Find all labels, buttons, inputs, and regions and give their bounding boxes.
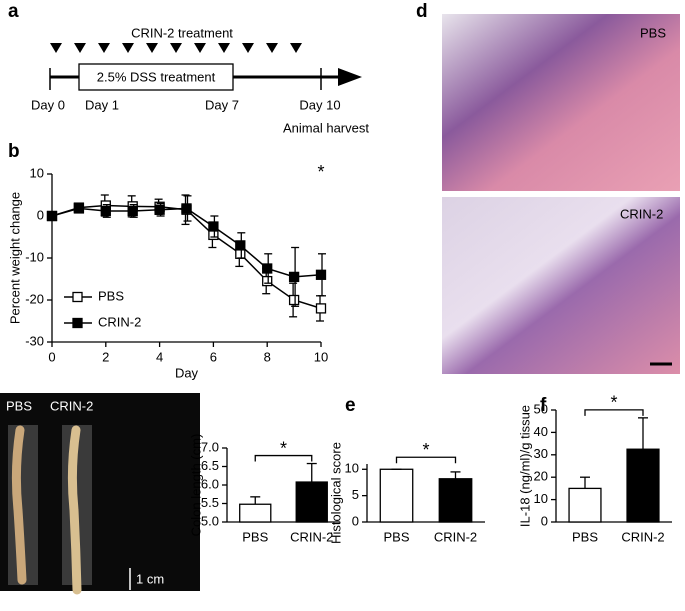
y-tick-label: 10 bbox=[345, 461, 359, 476]
annotation: * bbox=[422, 440, 429, 460]
day-label: Day 1 bbox=[85, 97, 119, 112]
arrow-head bbox=[338, 68, 362, 86]
x-tick-label: PBS bbox=[242, 529, 268, 544]
marker bbox=[315, 303, 327, 314]
x-tick-label: 6 bbox=[210, 349, 217, 364]
panel-label: f bbox=[540, 395, 547, 416]
marker bbox=[73, 203, 85, 214]
bar bbox=[438, 478, 473, 523]
annotation: * bbox=[610, 393, 617, 413]
marker bbox=[208, 221, 219, 232]
harvest-label: Animal harvest bbox=[283, 120, 369, 135]
image-label: CRIN-2 bbox=[620, 206, 663, 221]
y-tick-label: -10 bbox=[25, 249, 44, 264]
x-tick-label: CRIN-2 bbox=[290, 529, 333, 544]
bar bbox=[568, 487, 602, 523]
x-axis-label: Day bbox=[175, 365, 199, 380]
y-tick-label: 0 bbox=[37, 207, 44, 222]
bar bbox=[239, 503, 272, 523]
marker bbox=[154, 204, 165, 215]
x-tick-label: 4 bbox=[156, 349, 163, 364]
y-tick-label: 0 bbox=[541, 513, 548, 528]
significance-bracket bbox=[395, 456, 457, 464]
marker bbox=[288, 271, 300, 283]
y-tick-label: 10 bbox=[30, 165, 44, 180]
histology-image bbox=[442, 14, 680, 191]
y-axis-label: IL-18 (ng/ml)/g tissue bbox=[517, 405, 532, 527]
x-tick-label: CRIN-2 bbox=[434, 529, 477, 544]
dss-label: 2.5% DSS treatment bbox=[97, 69, 216, 84]
legend-marker bbox=[72, 317, 83, 329]
day-label: Day 10 bbox=[299, 97, 340, 112]
marker bbox=[181, 203, 192, 214]
x-tick-label: PBS bbox=[383, 529, 409, 544]
photo-label: CRIN-2 bbox=[50, 398, 93, 413]
x-tick-label: 0 bbox=[48, 349, 55, 364]
day-label: Day 0 bbox=[31, 97, 65, 112]
marker bbox=[235, 240, 246, 251]
scale-label: 1 cm bbox=[136, 571, 164, 586]
x-tick-label: 8 bbox=[264, 349, 271, 364]
series-line bbox=[51, 207, 322, 278]
histology-image bbox=[442, 197, 680, 374]
y-axis-label: Histological score bbox=[328, 442, 343, 544]
y-tick-label: 0 bbox=[352, 513, 359, 528]
annotation: * bbox=[280, 438, 287, 458]
timeline-label: CRIN-2 treatment bbox=[131, 25, 233, 40]
colon bbox=[67, 425, 82, 595]
triangles bbox=[50, 43, 302, 53]
y-axis-label: Percent weight change bbox=[7, 192, 22, 324]
y-tick-label: 7.0 bbox=[201, 439, 219, 454]
marker bbox=[127, 205, 138, 217]
y-tick-label: 5.0 bbox=[201, 513, 219, 528]
day-label: Day 7 bbox=[205, 97, 239, 112]
y-axis-label: Colon length (cm) bbox=[188, 434, 203, 537]
y-tick-label: 10 bbox=[534, 491, 548, 506]
y-tick-label: 50 bbox=[534, 401, 548, 416]
x-tick-label: CRIN-2 bbox=[621, 529, 664, 544]
image-label: PBS bbox=[640, 25, 666, 40]
significance-bracket bbox=[584, 409, 644, 416]
annotation: * bbox=[317, 162, 324, 182]
photo-label: PBS bbox=[6, 398, 32, 413]
marker bbox=[100, 205, 111, 217]
marker bbox=[315, 269, 327, 280]
bar bbox=[379, 468, 414, 523]
x-tick-label: PBS bbox=[572, 529, 598, 544]
y-tick-label: -30 bbox=[25, 333, 44, 348]
y-tick-label: 30 bbox=[534, 446, 548, 461]
marker bbox=[262, 275, 273, 287]
y-tick-label: 6.0 bbox=[201, 476, 219, 491]
bar bbox=[295, 481, 328, 523]
y-tick-label: 40 bbox=[534, 424, 548, 439]
y-tick-label: 20 bbox=[534, 469, 548, 484]
bar bbox=[626, 448, 660, 523]
marker bbox=[46, 210, 58, 222]
x-tick-label: 10 bbox=[314, 349, 328, 364]
panel-label: a bbox=[8, 1, 19, 22]
marker bbox=[235, 248, 246, 259]
y-tick-label: 5 bbox=[352, 487, 359, 502]
dss-box bbox=[78, 63, 234, 91]
panel-label: e bbox=[345, 395, 356, 416]
y-tick-label: -20 bbox=[25, 291, 44, 306]
y-tick-label: 6.5 bbox=[201, 458, 219, 473]
legend-marker bbox=[72, 291, 83, 303]
x-tick-label: 2 bbox=[102, 349, 109, 364]
marker bbox=[208, 229, 219, 241]
significance-bracket bbox=[254, 454, 313, 462]
legend-label: CRIN-2 bbox=[98, 314, 141, 329]
legend-label: PBS bbox=[98, 288, 124, 303]
colon bbox=[11, 425, 27, 585]
marker bbox=[262, 263, 273, 274]
marker bbox=[288, 294, 300, 306]
panel-label: d bbox=[416, 1, 428, 22]
panel-label: b bbox=[8, 141, 20, 162]
y-tick-label: 5.5 bbox=[201, 495, 219, 510]
